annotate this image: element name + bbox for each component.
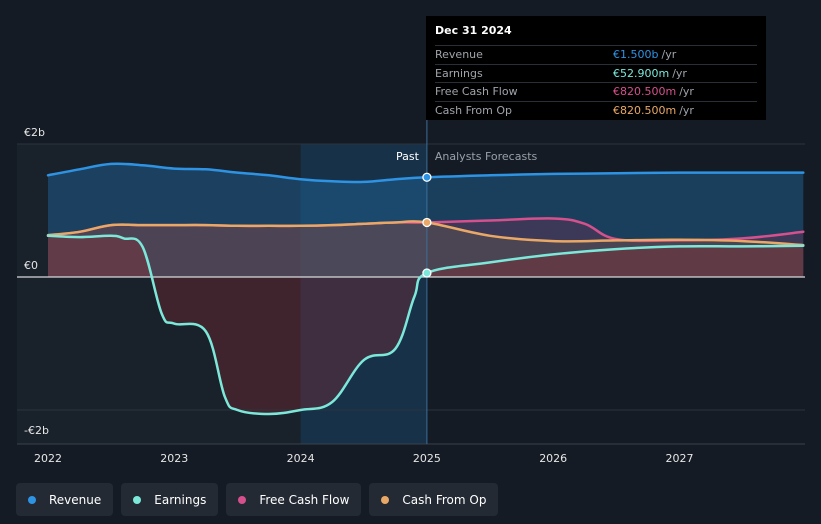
legend: Revenue Earnings Free Cash Flow Cash Fro…: [16, 483, 506, 516]
cash-from-op-area: [48, 221, 804, 277]
x-tick-label: 2025: [413, 452, 441, 465]
tooltip-unit: /yr: [679, 103, 694, 117]
x-tick-label: 2024: [287, 452, 315, 465]
legend-dot-icon: [133, 495, 142, 504]
y-tick-label: €2b: [24, 126, 45, 139]
past-label: Past: [396, 150, 420, 163]
tooltip-label: Revenue: [435, 48, 483, 61]
x-tick-label: 2023: [160, 452, 188, 465]
legend-item-cash-from-op[interactable]: Cash From Op: [369, 483, 499, 516]
earnings-marker: [422, 268, 432, 278]
tooltip-value: €820.500m: [613, 103, 677, 117]
tooltip-date: Dec 31 2024: [435, 24, 512, 37]
x-tick-label: 2022: [34, 452, 62, 465]
tooltip-row-earnings: Earnings €52.900m /yr: [435, 63, 757, 83]
axis-labels: €2b €0 -€2b 2022 2023 2024 2025 2026 2027 Past Ana…: [24, 126, 694, 465]
earnings-area: [48, 235, 804, 414]
tooltip-row-cash-from-op: Cash From Op €820.500m /yr: [435, 100, 757, 120]
legend-label: Revenue: [49, 492, 102, 507]
legend-dot-icon: [238, 495, 247, 504]
legend-item-earnings[interactable]: Earnings: [121, 483, 219, 516]
tooltip-label: Cash From Op: [435, 103, 513, 117]
tooltip: Dec 31 2024 Revenue €1.500b /yr Earnings…: [426, 16, 766, 120]
legend-label: Cash From Op: [402, 492, 487, 507]
legend-label: Free Cash Flow: [259, 492, 350, 507]
cash-from-op-line: [46, 220, 805, 247]
gridlines: [17, 120, 805, 445]
tooltip-value: €1.500b: [613, 48, 659, 61]
y-tick-label: €0: [24, 259, 38, 272]
earnings-line: [46, 234, 805, 416]
tooltip-unit: /yr: [679, 85, 694, 98]
free-cash-flow-area: [48, 218, 804, 277]
tooltip-label: Earnings: [435, 66, 483, 80]
series-lines: [46, 162, 805, 416]
tooltip-unit: /yr: [672, 66, 687, 80]
tooltip-value: €820.500m: [613, 85, 677, 98]
forecast-label: Analysts Forecasts: [435, 150, 538, 163]
y-tick-label: -€2b: [24, 424, 49, 437]
tooltip-row-free-cash-flow: Free Cash Flow €820.500m /yr: [435, 82, 757, 101]
x-tick-label: 2027: [666, 452, 694, 465]
x-tick-label: 2026: [539, 452, 567, 465]
legend-item-free-cash-flow[interactable]: Free Cash Flow: [226, 483, 362, 516]
tooltip-label: Free Cash Flow: [435, 85, 518, 98]
legend-item-revenue[interactable]: Revenue: [16, 483, 114, 516]
legend-label: Earnings: [154, 492, 207, 507]
legend-dot-icon: [28, 495, 36, 504]
tooltip-unit: /yr: [661, 48, 677, 61]
revenue-line: [46, 162, 805, 184]
tooltip-value: €52.900m: [613, 66, 670, 80]
tooltip-row-revenue: Revenue €1.500b /yr: [435, 45, 757, 64]
cash-from-op-marker: [422, 217, 432, 228]
legend-dot-icon: [381, 495, 390, 504]
revenue-marker: [422, 172, 432, 182]
markers: [422, 172, 432, 278]
